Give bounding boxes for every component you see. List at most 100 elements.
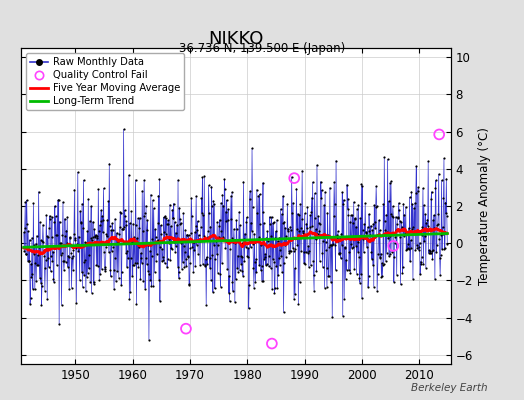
Point [286, 224, 294, 230]
Point [200, 173, 209, 180]
Point [52, 213, 60, 220]
Point [159, 214, 168, 221]
Point [385, 198, 393, 204]
Point [206, 265, 214, 271]
Point [326, 242, 334, 248]
Point [151, 226, 159, 232]
Point [320, 202, 329, 208]
Point [169, 215, 177, 221]
Point [387, 178, 395, 185]
Point [268, 340, 276, 347]
Point [430, 212, 438, 218]
Point [132, 222, 140, 228]
Point [370, 202, 378, 208]
Point [397, 219, 405, 226]
Point [279, 193, 287, 199]
Point [231, 299, 239, 305]
Point [373, 202, 381, 209]
Point [190, 247, 199, 254]
Point [412, 163, 420, 169]
Point [59, 258, 68, 264]
Point [271, 234, 280, 241]
Point [422, 264, 430, 271]
Point [144, 268, 152, 274]
Point [282, 240, 291, 246]
Point [307, 262, 315, 268]
Point [380, 154, 388, 160]
Point [198, 210, 206, 216]
Point [79, 177, 88, 183]
Point [75, 277, 84, 284]
Point [213, 251, 221, 258]
Point [341, 245, 350, 251]
Point [405, 225, 413, 231]
Point [348, 220, 357, 226]
Point [326, 279, 335, 285]
Point [235, 209, 243, 215]
Point [95, 228, 103, 234]
Point [420, 202, 428, 208]
Point [203, 234, 212, 240]
Point [356, 215, 365, 222]
Point [87, 203, 95, 210]
Point [428, 256, 436, 262]
Point [364, 284, 372, 290]
Point [82, 288, 90, 294]
Point [122, 250, 130, 256]
Point [162, 215, 170, 222]
Point [62, 240, 71, 246]
Point [34, 252, 42, 259]
Point [222, 218, 231, 225]
Point [156, 298, 164, 304]
Point [247, 220, 255, 226]
Point [367, 249, 376, 255]
Point [133, 235, 141, 241]
Point [60, 258, 69, 264]
Point [118, 226, 127, 232]
Point [440, 246, 449, 252]
Point [91, 234, 100, 241]
Point [362, 230, 370, 236]
Point [425, 250, 434, 256]
Point [323, 284, 331, 290]
Point [187, 229, 195, 236]
Point [399, 200, 408, 207]
Point [91, 233, 99, 239]
Point [156, 244, 165, 250]
Point [62, 228, 71, 234]
Point [182, 326, 190, 332]
Point [154, 236, 162, 243]
Point [389, 243, 398, 249]
Point [145, 336, 153, 343]
Point [96, 270, 104, 277]
Point [225, 272, 233, 279]
Point [366, 232, 375, 239]
Point [330, 179, 339, 185]
Point [391, 234, 399, 241]
Point [116, 209, 125, 215]
Point [103, 233, 111, 240]
Point [158, 258, 166, 264]
Point [269, 219, 278, 225]
Point [190, 239, 198, 246]
Point [138, 188, 146, 194]
Point [89, 278, 97, 285]
Point [58, 232, 67, 238]
Point [401, 231, 409, 237]
Point [157, 222, 165, 228]
Point [29, 286, 37, 292]
Point [196, 261, 204, 268]
Point [405, 246, 413, 252]
Point [149, 282, 157, 289]
Point [160, 229, 168, 235]
Point [307, 209, 315, 215]
Point [335, 251, 343, 257]
Point [71, 237, 79, 244]
Point [398, 224, 406, 230]
Point [69, 247, 78, 254]
Point [227, 193, 235, 199]
Point [147, 282, 156, 289]
Point [284, 226, 292, 232]
Point [165, 240, 173, 246]
Point [379, 261, 388, 267]
